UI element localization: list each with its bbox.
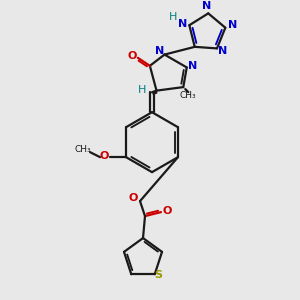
Text: O: O <box>99 151 109 161</box>
Text: CH₃: CH₃ <box>180 91 196 100</box>
Text: H: H <box>169 12 178 22</box>
Text: N: N <box>218 46 228 56</box>
Text: CH₃: CH₃ <box>75 145 92 154</box>
Text: N: N <box>228 20 237 30</box>
Text: N: N <box>202 2 211 11</box>
Text: O: O <box>128 193 138 203</box>
Text: N: N <box>178 19 187 29</box>
Text: O: O <box>127 51 136 61</box>
Text: S: S <box>155 270 163 280</box>
Text: N: N <box>188 61 197 71</box>
Text: N: N <box>155 46 164 56</box>
Text: H: H <box>138 85 146 95</box>
Text: O: O <box>162 206 172 216</box>
